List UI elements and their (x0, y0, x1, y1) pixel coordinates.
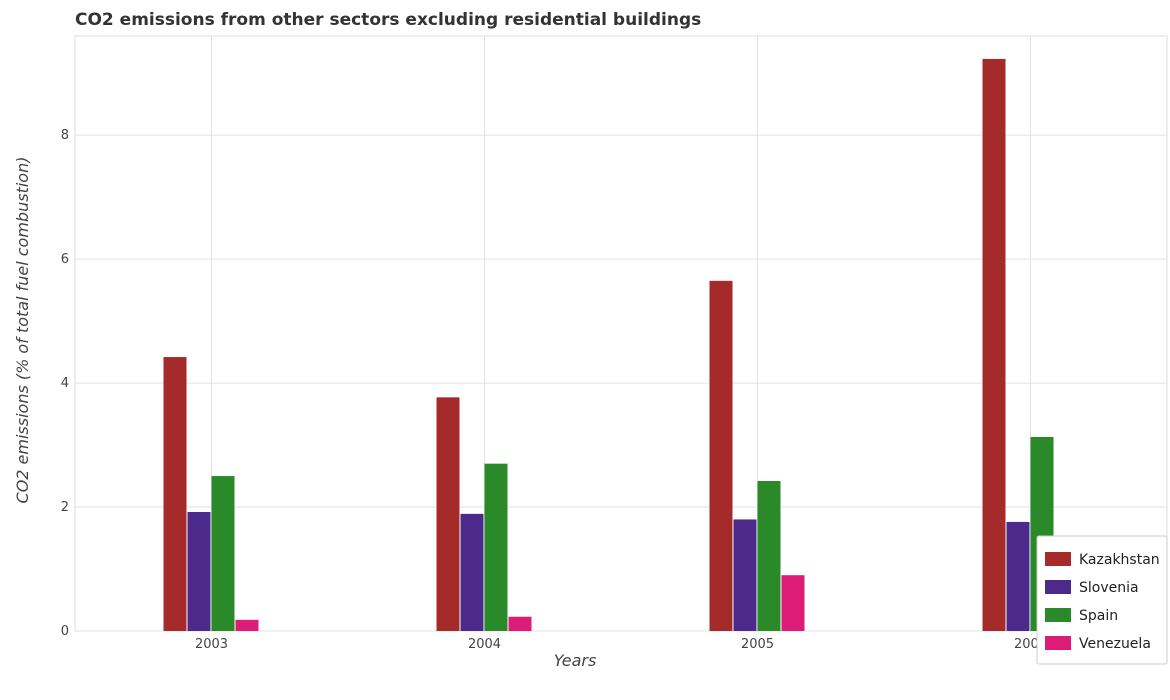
bar-venezuela-2003 (235, 619, 259, 631)
bar-venezuela-2004 (508, 616, 532, 631)
legend-box (1036, 535, 1168, 665)
legend-swatch (1045, 552, 1071, 566)
y-tick-label: 2 (61, 500, 69, 515)
y-tick-label: 4 (61, 376, 69, 391)
bar-spain-2003 (211, 476, 235, 631)
bar-kazakhstan-2006 (982, 58, 1006, 631)
legend-label: Spain (1079, 608, 1118, 624)
y-tick-label: 6 (61, 252, 69, 267)
bar-kazakhstan-2004 (436, 397, 460, 631)
y-tick-label: 8 (61, 128, 69, 143)
x-tick-label: 2005 (741, 637, 774, 652)
bars (163, 58, 1078, 631)
legend-label: Kazakhstan (1079, 552, 1160, 568)
chart-title: CO2 emissions from other sectors excludi… (75, 10, 701, 30)
y-tick-label: 0 (61, 624, 69, 639)
bar-kazakhstan-2003 (163, 357, 187, 631)
bar-venezuela-2005 (781, 575, 805, 631)
bar-kazakhstan-2005 (709, 280, 733, 631)
x-tick-label: 2004 (468, 637, 501, 652)
legend-label: Venezuela (1079, 636, 1151, 652)
x-tick-label: 2003 (195, 637, 228, 652)
legend-swatch (1045, 608, 1071, 622)
legend-label: Slovenia (1079, 580, 1139, 596)
y-axis-ticks: 0 2 4 6 8 (61, 128, 69, 639)
legend-swatch (1045, 636, 1071, 650)
bar-slovenia-2005 (733, 519, 757, 631)
bar-spain-2005 (757, 481, 781, 631)
legend: Kazakhstan Slovenia Spain Venezuela (1036, 535, 1168, 665)
x-axis-ticks: 2003 2004 2005 2006 (195, 637, 1047, 652)
bar-slovenia-2003 (187, 512, 211, 631)
bar-slovenia-2006 (1006, 521, 1030, 631)
y-axis-title: CO2 emissions (% of total fuel combustio… (13, 157, 32, 504)
legend-swatch (1045, 580, 1071, 594)
bar-spain-2004 (484, 463, 508, 631)
x-axis-title: Years (554, 651, 597, 670)
bar-slovenia-2004 (460, 513, 484, 631)
